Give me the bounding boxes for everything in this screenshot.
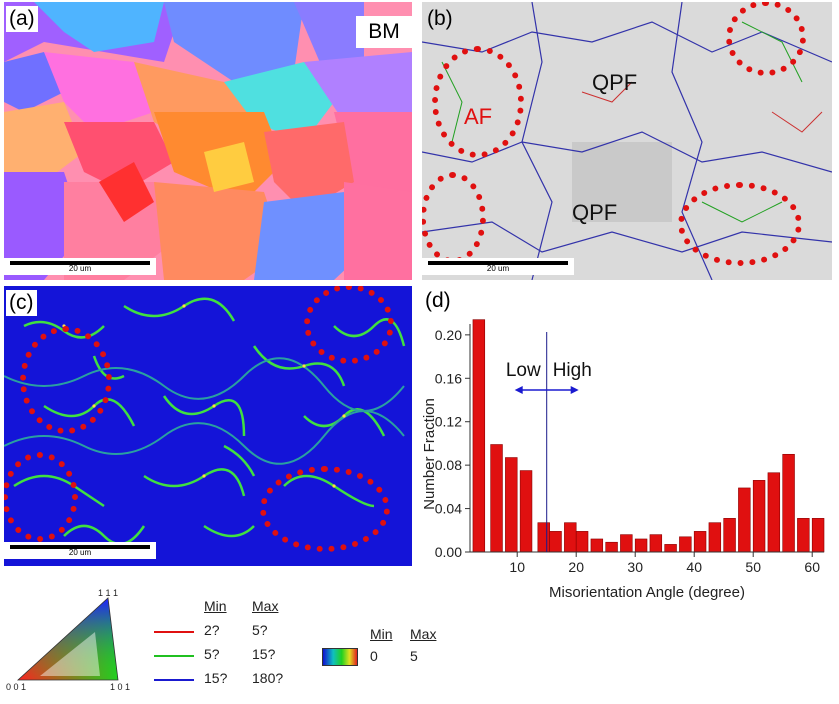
kam-color-legend: Min Max 0 5 xyxy=(318,626,458,676)
highlight-circle xyxy=(678,182,802,266)
highlight-circle xyxy=(260,466,390,552)
histogram-bar xyxy=(519,470,533,553)
histogram-bar xyxy=(693,531,707,553)
kam-min-header: Min xyxy=(370,626,393,642)
panel-a-tag: BM xyxy=(356,16,412,48)
annotation-af: AF xyxy=(464,104,493,129)
histogram-bar xyxy=(797,518,810,553)
histogram-bar xyxy=(767,472,781,553)
low-arrow-head xyxy=(514,386,523,394)
panel-b-boundary-map: (b) AF QPF QPF 20 um xyxy=(422,2,832,280)
boundary-row-3-max: 180? xyxy=(252,670,284,686)
ipf-color-triangle-legend: 1 1 1 0 0 1 1 0 1 xyxy=(0,588,140,699)
x-tick-label: 40 xyxy=(686,559,702,575)
panel-b-label: (b) xyxy=(427,7,453,30)
highlight-circle xyxy=(304,286,394,364)
panel-a-scale-bar: 20 um xyxy=(4,258,156,275)
highlight-circle xyxy=(726,2,806,76)
x-tick-label: 60 xyxy=(804,559,820,575)
boundary-angle-legend: Min Max 2? 5? 5? 15? 15? 180? xyxy=(150,598,310,698)
panel-d-label: (d) xyxy=(422,288,454,314)
x-tick-label: 10 xyxy=(509,559,525,575)
histogram-bar xyxy=(811,518,825,553)
histogram-bar xyxy=(549,531,562,553)
highlight-circle xyxy=(422,172,486,264)
annotation-qpf-bottom: QPF xyxy=(572,200,618,225)
histogram-bar xyxy=(537,522,550,553)
histogram-bar xyxy=(679,536,692,553)
boundary-row-2-min: 5? xyxy=(204,646,220,662)
x-tick-label: 30 xyxy=(627,559,643,575)
y-tick-label: 0.00 xyxy=(435,544,462,560)
kam-max-value: 5 xyxy=(410,648,418,664)
high-label: High xyxy=(553,360,592,381)
boundary-swatch-red xyxy=(154,631,194,633)
y-tick-label: 0.08 xyxy=(435,457,462,473)
x-tick-label: 20 xyxy=(568,559,584,575)
low-label: Low xyxy=(506,360,541,381)
panel-c-kam-map: (c) 20 um xyxy=(4,286,412,566)
histogram-bar xyxy=(505,457,518,553)
panel-a-label: (a) xyxy=(6,6,38,32)
histogram-bar xyxy=(723,518,736,553)
boundary-row-1-min: 2? xyxy=(204,622,220,638)
highlight-circle xyxy=(4,452,78,542)
annotation-qpf-top: QPF xyxy=(592,70,638,95)
highlight-circle xyxy=(432,46,524,158)
high-arrow-head xyxy=(570,386,579,394)
boundary-row-3-min: 15? xyxy=(204,670,228,686)
y-axis-label: Number Fraction xyxy=(421,398,438,510)
boundary-swatch-green xyxy=(154,655,194,657)
panel-c-label: (c) xyxy=(6,290,37,316)
y-tick-label: 0.20 xyxy=(435,327,462,343)
kam-min-value: 0 xyxy=(370,648,378,664)
y-tick-label: 0.04 xyxy=(435,501,462,517)
histogram-bar xyxy=(738,487,751,553)
histogram-bar xyxy=(649,534,663,553)
x-tick-label: 50 xyxy=(745,559,761,575)
triangle-label-101: 1 0 1 xyxy=(110,682,131,692)
boundary-max-header: Max xyxy=(252,598,279,614)
boundary-row-1-max: 5? xyxy=(252,622,268,638)
x-axis-label: Misorientation Angle (degree) xyxy=(549,584,745,601)
boundary-min-header: Min xyxy=(204,598,227,614)
histogram-bar xyxy=(708,522,722,553)
boundary-row-2-max: 15? xyxy=(252,646,276,662)
highlight-circle xyxy=(20,326,112,434)
histogram-bar xyxy=(782,453,795,553)
y-tick-label: 0.12 xyxy=(435,414,462,430)
triangle-label-111: 1 1 1 xyxy=(98,588,119,598)
y-tick-label: 0.16 xyxy=(435,370,462,386)
histogram-bar xyxy=(664,544,677,553)
histogram-bar xyxy=(490,444,503,553)
kam-max-header: Max xyxy=(410,626,437,642)
boundary-swatch-blue xyxy=(154,679,194,681)
triangle-label-001: 0 0 1 xyxy=(6,682,27,692)
panel-a-ipf-map: (a) BM 20 um xyxy=(4,2,412,280)
kam-color-bar xyxy=(322,648,358,666)
histogram-bar xyxy=(752,480,766,553)
histogram-bar xyxy=(620,534,633,553)
panel-d-histogram: Number Fraction Misorientation Angle (de… xyxy=(416,284,836,604)
histogram-bar xyxy=(590,538,604,553)
panel-b-scale-bar: 20 um xyxy=(422,258,574,275)
histogram-bar xyxy=(575,531,589,553)
histogram-chart: Number Fraction Misorientation Angle (de… xyxy=(421,319,825,601)
histogram-bar xyxy=(472,319,486,553)
panel-c-scale-bar: 20 um xyxy=(4,542,156,559)
histogram-bar xyxy=(564,522,577,553)
histogram-bar xyxy=(634,538,648,553)
ipf-grain-map xyxy=(4,2,412,280)
histogram-bar xyxy=(605,541,618,553)
